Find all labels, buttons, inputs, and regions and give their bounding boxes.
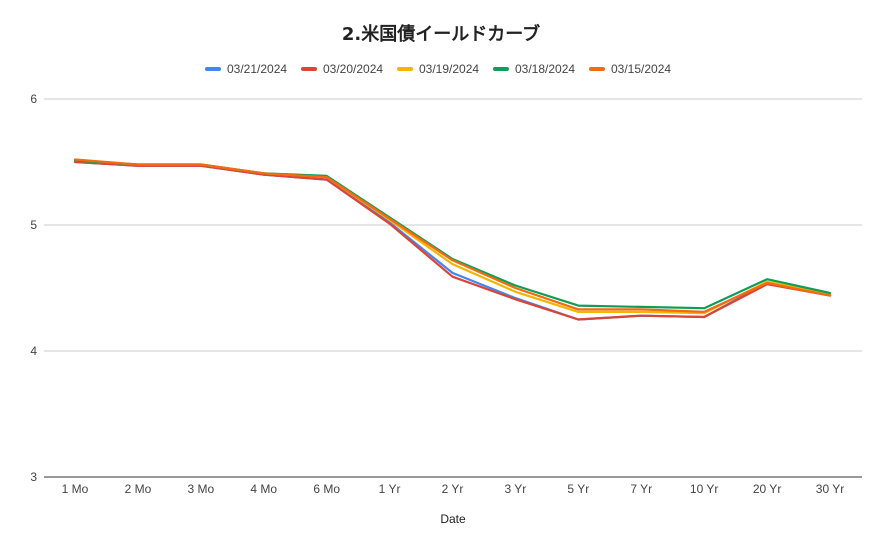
y-tick-label: 3 [30, 470, 37, 484]
series-line-03-21-2024 [73, 160, 832, 321]
x-axis-label: Date [440, 512, 466, 526]
y-axis-ticks: 3 4 5 6 [30, 92, 37, 484]
chart-title: 2.米国債イールドカーブ [342, 23, 540, 45]
legend-label: 03/15/2024 [611, 62, 671, 76]
x-tick-label: 2 Mo [125, 482, 152, 496]
x-tick-label: 7 Yr [630, 482, 652, 496]
x-tick-label: 10 Yr [690, 482, 718, 496]
series-line-03-20-2024 [73, 160, 832, 321]
series-line-03-19-2024 [73, 159, 832, 315]
legend-label: 03/19/2024 [419, 62, 479, 76]
x-tick-label: 6 Mo [313, 482, 340, 496]
x-tick-label: 1 Yr [379, 482, 401, 496]
legend: 03/21/2024 03/20/2024 03/19/2024 03/18/2024… [205, 62, 671, 76]
y-tick-label: 4 [30, 344, 37, 358]
y-tick-label: 6 [30, 92, 37, 106]
series-line-03-15-2024 [73, 158, 832, 313]
series-line-03-18-2024 [73, 159, 832, 310]
x-tick-label: 1 Mo [62, 482, 89, 496]
x-tick-label: 2 Yr [442, 482, 464, 496]
x-tick-label: 30 Yr [816, 482, 844, 496]
y-tick-label: 5 [30, 218, 37, 232]
x-tick-label: 20 Yr [753, 482, 781, 496]
x-tick-label: 3 Mo [187, 482, 214, 496]
legend-label: 03/20/2024 [323, 62, 383, 76]
x-tick-label: 5 Yr [567, 482, 589, 496]
gridlines [44, 98, 862, 478]
x-tick-label: 4 Mo [250, 482, 277, 496]
x-axis-ticks: 1 Mo 2 Mo 3 Mo 4 Mo 6 Mo 1 Yr 2 Yr 3 Yr 5 Yr 7 Yr… [62, 482, 845, 496]
legend-label: 03/21/2024 [227, 62, 287, 76]
legend-label: 03/18/2024 [515, 62, 575, 76]
series-lines [73, 158, 832, 321]
x-tick-label: 3 Yr [505, 482, 527, 496]
